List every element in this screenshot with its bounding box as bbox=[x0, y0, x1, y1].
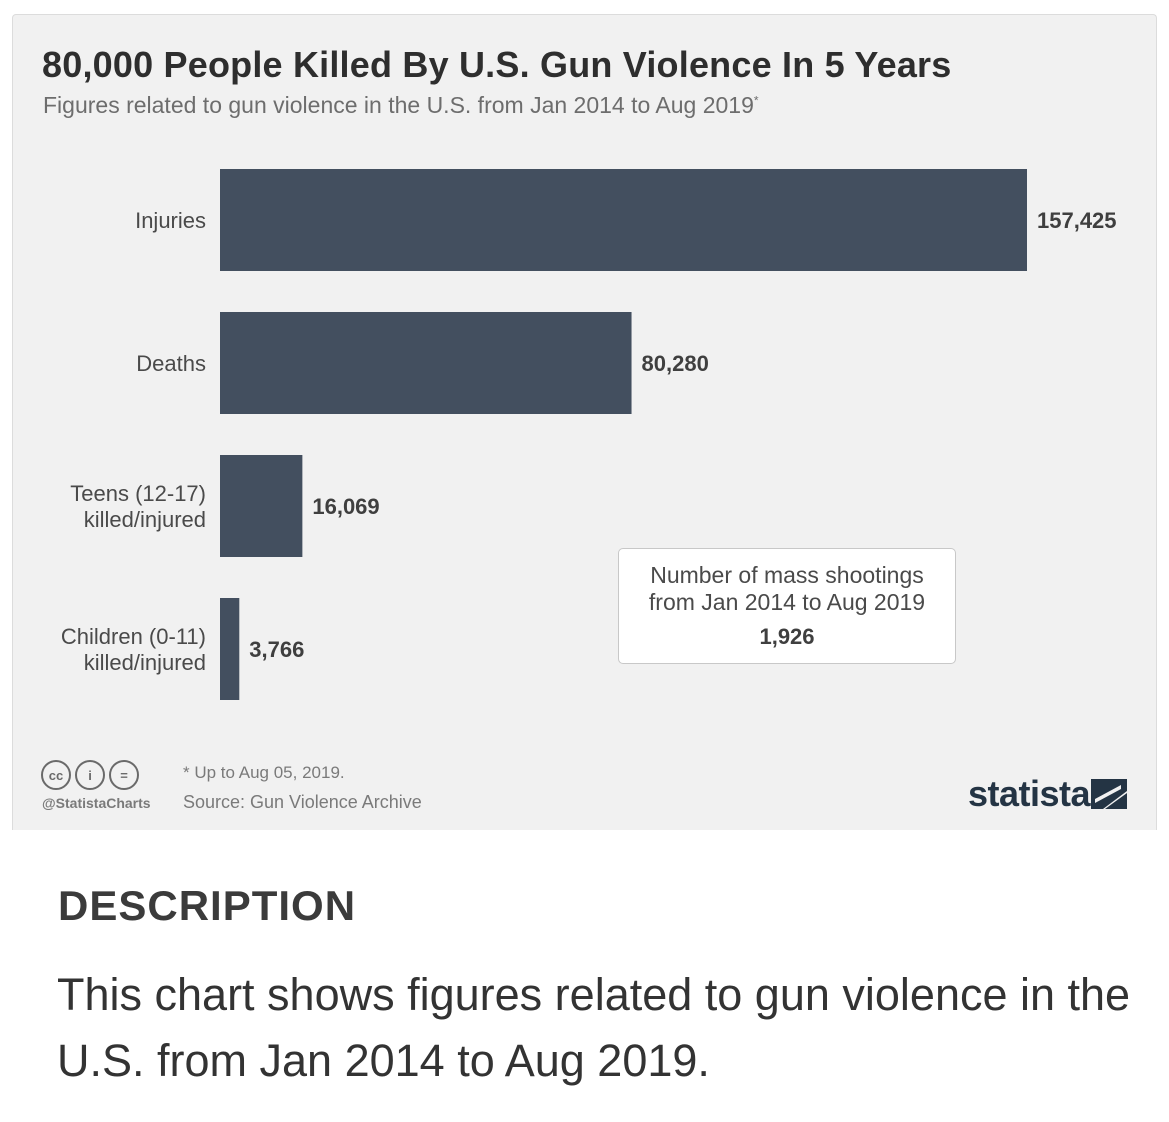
bar-2 bbox=[220, 455, 303, 557]
callout-text-line2: from Jan 2014 to Aug 2019 bbox=[648, 589, 926, 615]
bar-chart: 157,425 Injuries 80,280 Deaths 16,069 Teens (… bbox=[61, 169, 1117, 700]
category-label-3-0: Children (0-11) bbox=[61, 624, 206, 649]
bar-3 bbox=[220, 598, 240, 700]
license-icons: cc i = bbox=[41, 760, 139, 790]
category-label-2-0: Teens (12-17) bbox=[70, 481, 206, 506]
statista-logo-icon bbox=[1091, 779, 1127, 809]
mass-shootings-callout: Number of mass shootings from Jan 2014 t… bbox=[618, 548, 956, 664]
category-label-1-0: Deaths bbox=[136, 351, 206, 376]
callout-text: Number of mass shootings from Jan 2014 t… bbox=[619, 562, 955, 616]
callout-value: 1,926 bbox=[759, 624, 815, 649]
value-label-1: 80,280 bbox=[642, 351, 709, 376]
value-label-3: 3,766 bbox=[249, 637, 304, 662]
value-label-0: 157,425 bbox=[1037, 208, 1117, 233]
chart-card bbox=[12, 14, 1157, 830]
statista-logo[interactable]: statista bbox=[968, 773, 1091, 814]
bar-1 bbox=[220, 312, 632, 414]
category-label-3-1: killed/injured bbox=[84, 650, 206, 675]
person-icon[interactable]: i bbox=[75, 760, 105, 790]
source-text: Source: Gun Violence Archive bbox=[183, 792, 422, 812]
bar-0 bbox=[220, 169, 1027, 271]
callout-text-line1: Number of mass shootings bbox=[650, 562, 924, 588]
category-label-0-0: Injuries bbox=[135, 208, 206, 233]
chart-subtitle: Figures related to gun violence in the U… bbox=[43, 92, 759, 119]
equals-icon[interactable]: = bbox=[109, 760, 139, 790]
chart-title: 80,000 People Killed By U.S. Gun Violenc… bbox=[42, 44, 952, 85]
category-label-2-1: killed/injured bbox=[84, 507, 206, 532]
footnote: * Up to Aug 05, 2019. bbox=[183, 763, 345, 782]
statista-handle[interactable]: @StatistaCharts bbox=[42, 795, 151, 811]
subtitle-text: Figures related to gun violence in the U… bbox=[43, 92, 754, 118]
description-heading: DESCRIPTION bbox=[58, 882, 357, 929]
subtitle-footnote-marker: * bbox=[753, 93, 759, 108]
value-label-2: 16,069 bbox=[312, 494, 379, 519]
description-text: This chart shows figures related to gun … bbox=[57, 969, 1131, 1086]
cc-icon[interactable]: cc bbox=[41, 760, 71, 790]
